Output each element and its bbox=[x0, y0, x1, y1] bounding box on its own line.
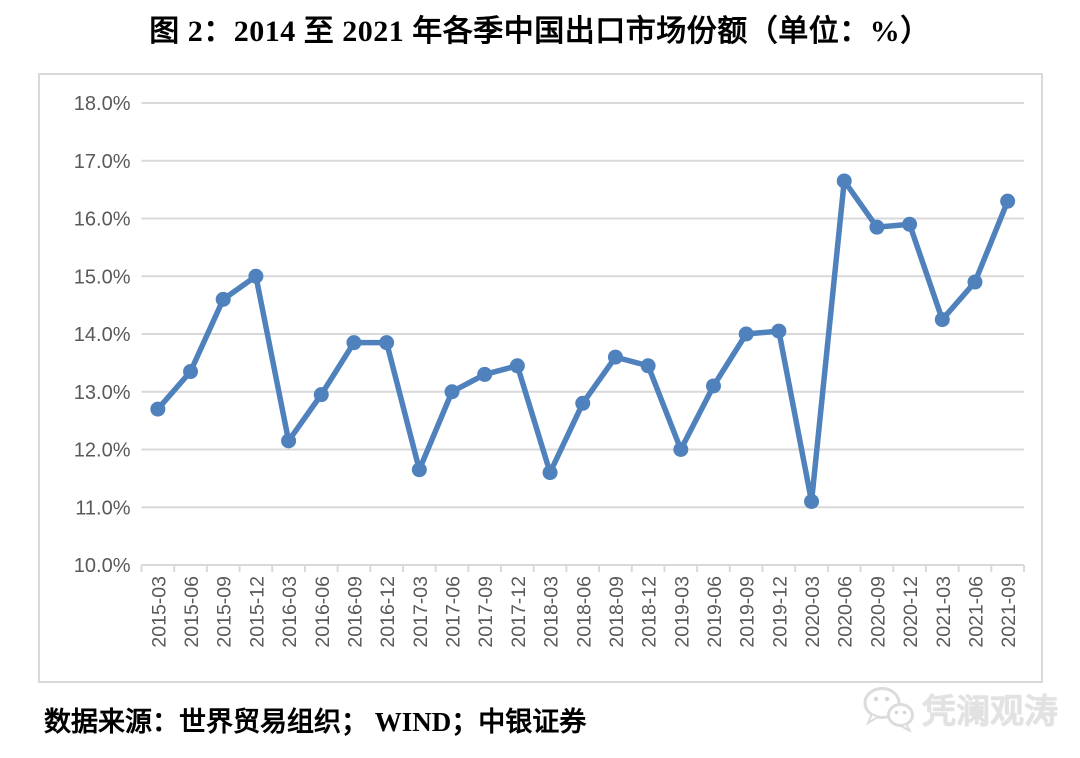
data-point-marker bbox=[1000, 193, 1016, 209]
data-source-note: 数据来源：世界贸易组织； WIND；中银证券 bbox=[44, 707, 587, 737]
x-axis-tick-label: 2018-12 bbox=[639, 576, 661, 648]
data-point-marker bbox=[967, 274, 983, 290]
x-axis-tick-label: 2016-03 bbox=[279, 576, 301, 648]
data-point-marker bbox=[248, 268, 264, 284]
x-axis-tick-label: 2017-09 bbox=[475, 576, 497, 648]
x-axis-tick-label: 2019-06 bbox=[704, 576, 726, 648]
x-axis-tick-label: 2015-09 bbox=[214, 576, 236, 648]
data-point-marker bbox=[477, 366, 493, 382]
x-axis-tick-label: 2018-03 bbox=[541, 576, 563, 648]
x-axis-tick-label: 2021-06 bbox=[965, 576, 987, 648]
data-point-marker bbox=[902, 216, 918, 232]
x-axis-tick-label: 2021-03 bbox=[933, 576, 955, 648]
data-point-marker bbox=[836, 173, 852, 189]
data-point-marker bbox=[542, 465, 558, 481]
y-axis-tick-label: 14.0% bbox=[74, 324, 131, 346]
x-axis-tick-label: 2015-12 bbox=[246, 576, 268, 648]
data-point-marker bbox=[771, 323, 787, 339]
x-axis-tick-label: 2020-09 bbox=[867, 576, 889, 648]
data-point-marker bbox=[869, 219, 885, 235]
data-point-marker bbox=[411, 462, 427, 478]
x-axis-tick-label: 2021-09 bbox=[998, 576, 1020, 648]
x-axis-tick-label: 2016-12 bbox=[377, 576, 399, 648]
x-axis-tick-label: 2020-06 bbox=[835, 576, 857, 648]
y-axis-tick-label: 18.0% bbox=[74, 93, 131, 115]
data-point-marker bbox=[934, 312, 950, 328]
data-point-marker bbox=[346, 335, 362, 351]
page-title: 图 2：2014 至 2021 年各季中国出口市场份额（单位：%） bbox=[149, 15, 931, 48]
data-point-marker bbox=[804, 493, 820, 509]
x-axis-tick-label: 2020-12 bbox=[900, 576, 922, 648]
x-axis-tick-label: 2015-06 bbox=[181, 576, 203, 648]
x-axis-tick-label: 2017-03 bbox=[410, 576, 432, 648]
x-axis-tick-label: 2019-09 bbox=[737, 576, 759, 648]
data-point-marker bbox=[215, 291, 231, 307]
data-point-marker bbox=[575, 395, 591, 411]
data-point-marker bbox=[444, 384, 460, 400]
data-point-marker bbox=[640, 358, 656, 374]
wechat-icon bbox=[863, 686, 914, 732]
y-axis-tick-label: 13.0% bbox=[74, 382, 131, 404]
data-point-marker bbox=[738, 326, 754, 342]
y-axis-tick-label: 17.0% bbox=[74, 151, 131, 173]
data-point-marker bbox=[281, 433, 297, 449]
data-point-marker bbox=[607, 349, 623, 365]
x-axis-tick-label: 2019-12 bbox=[769, 576, 791, 648]
x-axis-tick-label: 2017-06 bbox=[443, 576, 465, 648]
data-point-marker bbox=[379, 335, 395, 351]
data-point-marker bbox=[705, 378, 721, 394]
data-point-marker bbox=[313, 387, 329, 403]
watermark-text: 凭澜观涛 bbox=[922, 694, 1058, 731]
chart-plot-area-border bbox=[38, 73, 1043, 683]
y-axis-tick-label: 15.0% bbox=[74, 266, 131, 288]
y-axis-tick-label: 12.0% bbox=[74, 440, 131, 462]
data-point-marker bbox=[673, 442, 689, 457]
x-axis-tick-label: 2016-09 bbox=[344, 576, 366, 648]
x-axis-tick-label: 2017-12 bbox=[508, 576, 530, 648]
x-axis-tick-label: 2015-03 bbox=[148, 576, 170, 648]
data-point-marker bbox=[150, 401, 166, 417]
x-axis-tick-label: 2016-06 bbox=[312, 576, 334, 648]
x-axis-tick-label: 2020-03 bbox=[802, 576, 824, 648]
y-axis-tick-label: 11.0% bbox=[75, 497, 130, 519]
y-axis-tick-label: 10.0% bbox=[74, 555, 131, 577]
data-point-marker bbox=[509, 358, 525, 374]
y-axis-tick-label: 16.0% bbox=[74, 209, 131, 231]
watermark: 凭澜观涛 bbox=[862, 684, 1058, 733]
x-axis-tick-label: 2018-06 bbox=[573, 576, 595, 648]
x-axis-tick-label: 2019-03 bbox=[671, 576, 693, 648]
data-point-marker bbox=[183, 364, 199, 380]
x-axis-tick-label: 2018-09 bbox=[606, 576, 628, 648]
